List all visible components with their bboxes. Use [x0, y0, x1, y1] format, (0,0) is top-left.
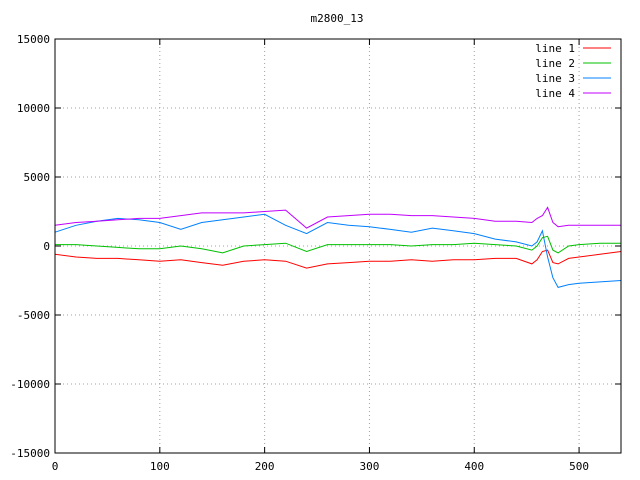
legend-label-3: line 3 [535, 72, 575, 85]
legend-label-4: line 4 [535, 87, 575, 100]
x-tick-label: 0 [52, 460, 59, 473]
y-tick-label: 10000 [17, 102, 50, 115]
chart-title: m2800_13 [311, 12, 364, 25]
legend-label-1: line 1 [535, 42, 575, 55]
series-line-4 [54, 206, 621, 229]
x-tick-label: 100 [150, 460, 170, 473]
x-tick-label: 300 [360, 460, 380, 473]
series-group [54, 206, 622, 288]
series-line-3 [54, 213, 622, 288]
y-tick-label: 5000 [24, 171, 51, 184]
y-tick-label: -15000 [10, 447, 50, 460]
x-tick-label: 500 [569, 460, 589, 473]
x-tick-label: 200 [255, 460, 275, 473]
y-tick-label: 0 [43, 240, 50, 253]
series-line-1 [54, 249, 622, 269]
y-tick-label: -10000 [10, 378, 50, 391]
legend-label-2: line 2 [535, 57, 575, 70]
grid [55, 39, 621, 453]
legend: line 1 line 2 line 3 line 4 [535, 42, 611, 100]
y-tick-label: 15000 [17, 33, 50, 46]
y-tick-label: -5000 [17, 309, 50, 322]
axis-ticks: 0 100 200 300 400 500 15000 10000 5000 0 -5000 -100… [10, 33, 621, 473]
x-tick-label: 400 [464, 460, 484, 473]
series-line-2 [55, 235, 621, 254]
